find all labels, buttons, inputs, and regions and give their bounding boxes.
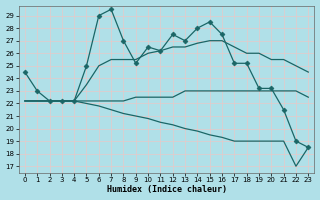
X-axis label: Humidex (Indice chaleur): Humidex (Indice chaleur) (107, 185, 227, 194)
